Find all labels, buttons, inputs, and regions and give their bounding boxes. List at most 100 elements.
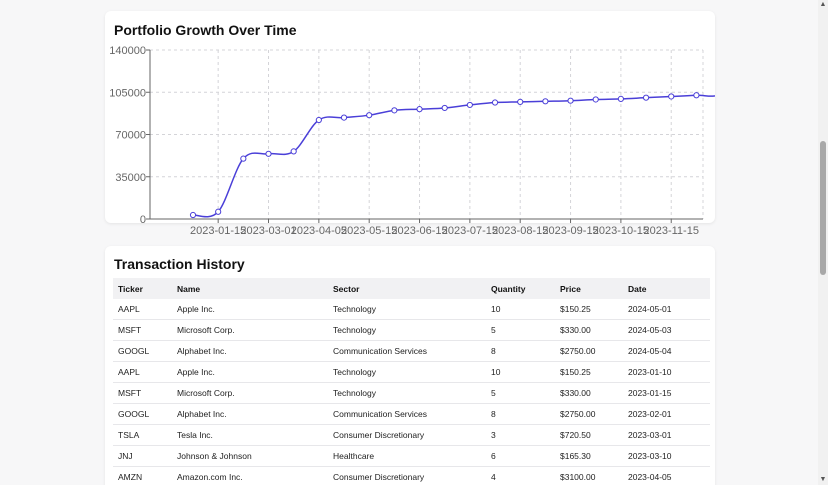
- cell-price: $165.30: [555, 445, 623, 467]
- y-tick-label: 70000: [115, 130, 146, 142]
- x-tick-label: 2023-03-01: [240, 225, 296, 235]
- column-header-ticker: Ticker: [113, 278, 172, 299]
- data-point: [491, 99, 499, 106]
- cell-sector: Communication Services: [328, 340, 486, 362]
- cell-sector: Technology: [328, 382, 486, 404]
- cell-quantity: 3: [486, 424, 555, 446]
- column-header-name: Name: [172, 278, 328, 299]
- cell-ticker: GOOGL: [113, 403, 172, 425]
- cell-sector: Communication Services: [328, 403, 486, 425]
- scroll-down-icon[interactable]: ▼: [819, 476, 827, 483]
- cell-quantity: 5: [486, 382, 555, 404]
- cell-ticker: MSFT: [113, 382, 172, 404]
- column-header-quantity: Quantity: [486, 278, 555, 299]
- table-row: MSFT Microsoft Corp. Technology 5 $330.0…: [113, 319, 710, 341]
- cell-quantity: 8: [486, 340, 555, 362]
- chart-grid: [150, 49, 704, 219]
- cell-ticker: AMZN: [113, 466, 172, 485]
- cell-sector: Consumer Discretionary: [328, 424, 486, 446]
- cell-ticker: MSFT: [113, 319, 172, 341]
- x-tick-label: 2023-01-15: [190, 225, 246, 235]
- transaction-history-card: Transaction History Ticker Name Sector Q…: [105, 246, 715, 485]
- cell-sector: Technology: [328, 299, 486, 320]
- cell-date: 2023-04-05: [623, 466, 710, 485]
- cell-price: $330.00: [555, 382, 623, 404]
- column-header-sector: Sector: [328, 278, 486, 299]
- cell-name: Amazon.com Inc.: [172, 466, 328, 485]
- portfolio-growth-chart: 0 35000 70000 105000 140000 2023-01-152023-03…: [109, 45, 715, 235]
- cell-date: 2023-03-10: [623, 445, 710, 467]
- x-tick-label: 2023-05-15: [341, 225, 397, 235]
- cell-quantity: 10: [486, 361, 555, 383]
- y-tick-label: 140000: [109, 45, 146, 57]
- portfolio-growth-card: 0 35000 70000 105000 140000 2023-01-15 2023-03…: [105, 11, 715, 235]
- x-tick-label: 2023-10-15: [593, 225, 649, 235]
- cell-ticker: GOOGL: [113, 340, 172, 362]
- x-tick-label: 2023-11-15: [644, 225, 699, 235]
- vertical-scrollbar[interactable]: ▲ ▼: [818, 0, 828, 485]
- scrollbar-thumb[interactable]: [820, 141, 826, 275]
- y-tick-label: 105000: [109, 87, 146, 99]
- data-point: [542, 98, 549, 105]
- cell-name: Microsoft Corp.: [172, 319, 328, 341]
- data-point: [441, 104, 448, 112]
- series-line: [192, 94, 715, 218]
- data-point: [391, 107, 398, 114]
- cell-price: $2750.00: [555, 340, 623, 362]
- data-point: [693, 92, 700, 99]
- table-row: AMZN Amazon.com Inc. Consumer Discretion…: [113, 466, 710, 485]
- data-point: [617, 95, 624, 102]
- cell-quantity: 6: [486, 445, 555, 467]
- x-tick-label: 2023-07-15: [442, 225, 498, 235]
- data-point: [215, 208, 222, 215]
- cell-quantity: 4: [486, 466, 555, 485]
- column-header-price: Price: [555, 278, 623, 299]
- cell-quantity: 10: [486, 299, 555, 320]
- data-point: [265, 150, 272, 157]
- data-point: [416, 106, 423, 113]
- cell-name: Johnson & Johnson: [172, 445, 328, 467]
- x-tick-label: 2023-06-15: [391, 225, 447, 235]
- cell-sector: Technology: [328, 319, 486, 341]
- cell-ticker: AAPL: [113, 299, 172, 320]
- cell-date: 2023-01-15: [623, 382, 710, 404]
- scroll-up-icon[interactable]: ▲: [819, 1, 827, 8]
- table-row: GOOGL Alphabet Inc. Communication Servic…: [113, 403, 710, 425]
- data-point: [189, 211, 197, 219]
- cell-ticker: TSLA: [113, 424, 172, 446]
- cell-name: Alphabet Inc.: [172, 403, 328, 425]
- cell-sector: Consumer Discretionary: [328, 466, 486, 485]
- table-row: JNJ Johnson & Johnson Healthcare 6 $165.…: [113, 445, 710, 467]
- data-point: [366, 112, 373, 119]
- transaction-table: Ticker Name Sector Quantity Price Date A…: [113, 278, 710, 485]
- cell-name: Tesla Inc.: [172, 424, 328, 446]
- cell-price: $150.25: [555, 299, 623, 320]
- cell-date: 2023-02-01: [623, 403, 710, 425]
- data-point: [517, 98, 524, 106]
- chart-axes: [146, 49, 703, 223]
- cell-sector: Healthcare: [328, 445, 486, 467]
- cell-price: $3100.00: [555, 466, 623, 485]
- cell-name: Microsoft Corp.: [172, 382, 328, 404]
- data-point: [642, 94, 650, 101]
- data-point: [668, 93, 675, 100]
- cell-ticker: JNJ: [113, 445, 172, 467]
- chart-tick-labels: 0 35000 70000 105000 140000 2023-01-152023-03…: [109, 45, 699, 235]
- table-title: Transaction History: [114, 256, 245, 272]
- cell-price: $330.00: [555, 319, 623, 341]
- x-tick-label: 2023-08-15: [492, 225, 548, 235]
- cell-ticker: AAPL: [113, 361, 172, 383]
- table-row: AAPL Apple Inc. Technology 10 $150.25 20…: [113, 361, 710, 383]
- chart-title: Portfolio Growth Over Time: [114, 22, 297, 38]
- data-point: [315, 116, 322, 124]
- table-row: AAPL Apple Inc. Technology 10 $150.25 20…: [113, 299, 710, 320]
- y-tick-label: 0: [140, 214, 146, 226]
- cell-date: 2024-05-03: [623, 319, 710, 341]
- table-row: GOOGL Alphabet Inc. Communication Servic…: [113, 340, 710, 362]
- x-tick-label: 2023-04-05: [291, 225, 347, 235]
- cell-date: 2023-03-01: [623, 424, 710, 446]
- cell-name: Alphabet Inc.: [172, 340, 328, 362]
- cell-name: Apple Inc.: [172, 299, 328, 320]
- data-point: [290, 148, 297, 155]
- cell-price: $720.50: [555, 424, 623, 446]
